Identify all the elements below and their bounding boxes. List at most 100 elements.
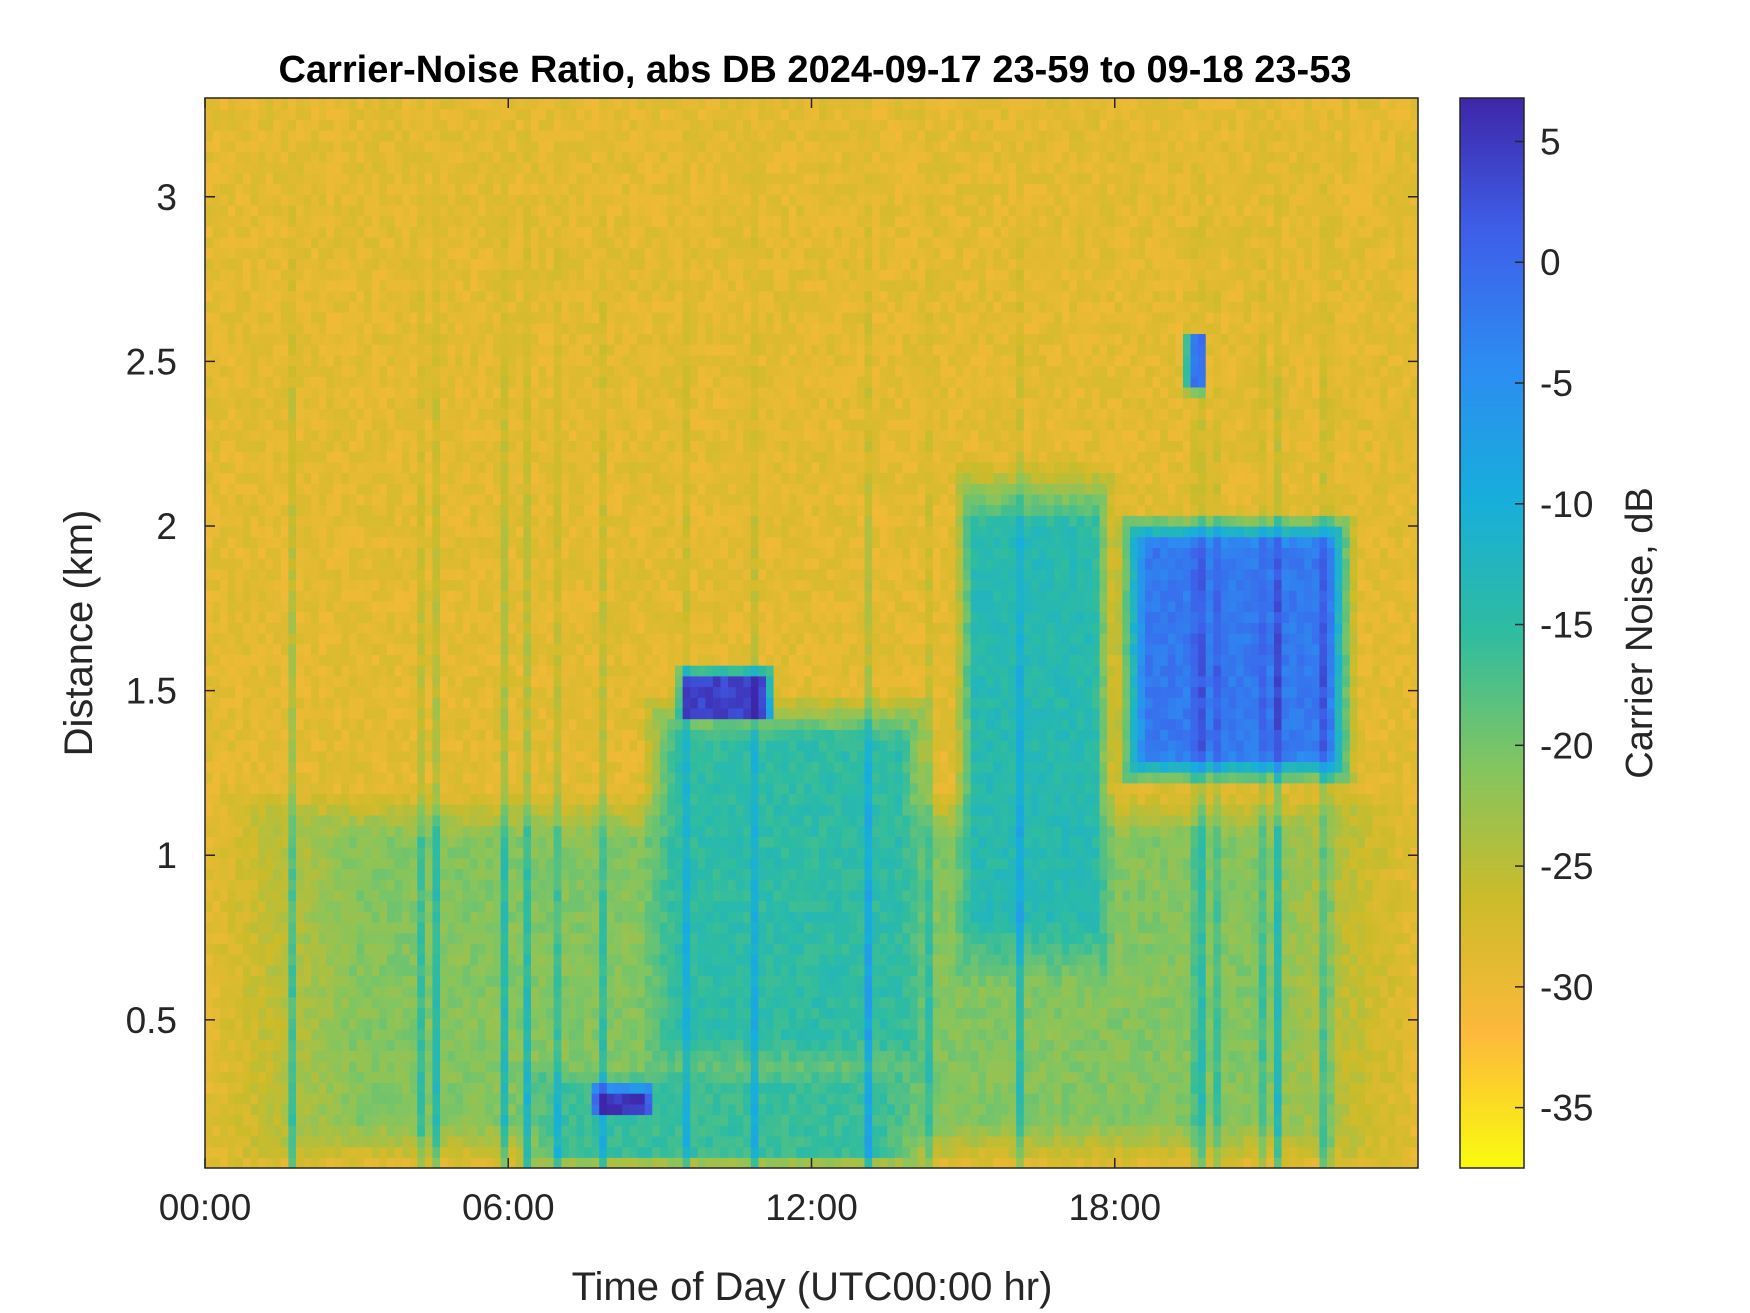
- heatmap-cell: [318, 215, 327, 227]
- heatmap-cell: [235, 419, 244, 431]
- heatmap-cell: [447, 451, 456, 463]
- heatmap-cell: [258, 472, 267, 484]
- heatmap-cell: [288, 879, 297, 891]
- heatmap-cell: [220, 857, 229, 869]
- heatmap-cell: [561, 269, 570, 281]
- heatmap-cell: [508, 825, 517, 837]
- heatmap-cell: [371, 836, 380, 848]
- heatmap-cell: [212, 333, 221, 345]
- heatmap-cell: [295, 622, 305, 634]
- heatmap-cell: [379, 493, 388, 506]
- heatmap-cell: [530, 140, 540, 153]
- heatmap-cell: [242, 237, 252, 249]
- heatmap-cell: [417, 1071, 426, 1083]
- heatmap-cell: [530, 408, 540, 420]
- heatmap-cell: [311, 1125, 320, 1137]
- heatmap-cell: [265, 986, 274, 998]
- heatmap-cell: [394, 1082, 403, 1094]
- heatmap-cell: [212, 836, 221, 848]
- heatmap-cell: [273, 1157, 282, 1169]
- heatmap-cell: [242, 461, 252, 474]
- heatmap-cell: [333, 590, 343, 602]
- heatmap-cell: [576, 237, 585, 249]
- heatmap-cell: [333, 1157, 343, 1169]
- heatmap-cell: [288, 397, 297, 409]
- heatmap-cell: [333, 1050, 343, 1062]
- heatmap-cell: [364, 472, 373, 484]
- heatmap-cell: [318, 633, 327, 645]
- heatmap-cell: [530, 761, 540, 773]
- heatmap-cell: [432, 1093, 441, 1105]
- heatmap-cell: [568, 429, 578, 441]
- heatmap-cell: [379, 1061, 388, 1073]
- heatmap-cell: [538, 140, 547, 153]
- heatmap-cell: [220, 312, 229, 324]
- heatmap-cell: [455, 889, 464, 902]
- heatmap-cell: [546, 493, 555, 506]
- heatmap-cell: [220, 665, 229, 677]
- heatmap-cell: [265, 483, 274, 495]
- heatmap-cell: [258, 643, 267, 655]
- heatmap-cell: [530, 600, 540, 613]
- heatmap-cell: [242, 526, 252, 538]
- heatmap-cell: [432, 879, 441, 891]
- heatmap-cell: [379, 825, 388, 837]
- heatmap-cell: [576, 590, 585, 602]
- heatmap-cell: [379, 611, 388, 623]
- heatmap-cell: [477, 740, 487, 752]
- heatmap-cell: [311, 333, 320, 345]
- heatmap-cell: [250, 847, 259, 859]
- heatmap-cell: [394, 879, 403, 891]
- heatmap-cell: [568, 911, 578, 923]
- heatmap-cell: [295, 1103, 305, 1116]
- heatmap-cell: [250, 290, 259, 302]
- heatmap-cell: [311, 590, 320, 602]
- heatmap-cell: [235, 889, 244, 902]
- heatmap-cell: [341, 772, 350, 784]
- heatmap-cell: [530, 686, 540, 698]
- heatmap-cell: [242, 633, 252, 645]
- heatmap-cell: [523, 804, 532, 816]
- heatmap-cell: [561, 986, 570, 998]
- heatmap-cell: [576, 151, 585, 163]
- heatmap-cell: [493, 986, 502, 998]
- heatmap-cell: [561, 451, 570, 463]
- heatmap-cell: [341, 1125, 350, 1137]
- heatmap-cell: [205, 686, 214, 698]
- heatmap-cell: [523, 857, 532, 869]
- heatmap-cell: [235, 504, 244, 516]
- heatmap-cell: [538, 1146, 547, 1158]
- heatmap-cell: [205, 472, 214, 484]
- heatmap-cell: [371, 750, 380, 762]
- heatmap-cell: [432, 344, 441, 356]
- heatmap-cell: [500, 451, 509, 463]
- heatmap-cell: [477, 429, 487, 441]
- heatmap-cell: [530, 1135, 540, 1148]
- heatmap-cell: [265, 376, 274, 388]
- heatmap-cell: [205, 269, 214, 281]
- heatmap-cell: [523, 408, 532, 420]
- heatmap-cell: [326, 312, 335, 324]
- heatmap-cell: [205, 1146, 214, 1158]
- heatmap-cell: [402, 1028, 411, 1041]
- heatmap-cell: [440, 376, 449, 388]
- heatmap-cell: [485, 493, 494, 506]
- heatmap-cell: [295, 921, 305, 934]
- heatmap-cell: [242, 622, 252, 634]
- heatmap-cell: [220, 258, 229, 270]
- heatmap-cell: [386, 600, 396, 613]
- heatmap-cell: [409, 140, 418, 153]
- heatmap-cell: [212, 954, 221, 966]
- heatmap-cell: [205, 547, 214, 559]
- heatmap-cell: [386, 975, 396, 987]
- heatmap-cell: [477, 793, 487, 805]
- heatmap-cell: [424, 386, 434, 399]
- heatmap-cell: [280, 98, 289, 110]
- heatmap-cell: [568, 600, 578, 613]
- heatmap-cell: [303, 964, 312, 976]
- heatmap-cell: [295, 1039, 305, 1051]
- heatmap-cell: [508, 793, 517, 805]
- heatmap-cell: [546, 579, 555, 591]
- heatmap-cell: [576, 740, 585, 752]
- heatmap-cell: [455, 354, 464, 367]
